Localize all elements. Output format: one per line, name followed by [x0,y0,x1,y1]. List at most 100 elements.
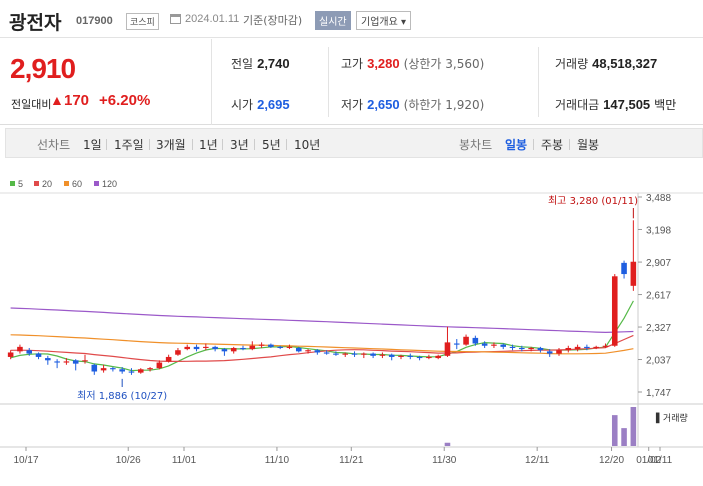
period-3y[interactable]: 3년 [230,138,249,152]
candle-monthly[interactable]: 월봉 [577,138,600,152]
legend-swatch-20 [34,181,39,186]
y-tick-label: 2,327 [646,323,671,334]
candle-body [481,343,488,346]
period-1d[interactable]: 1일 [83,138,102,152]
x-tick-label: 10/26 [116,455,141,466]
candles [7,220,637,375]
candle-body [584,346,590,348]
period-1w[interactable]: 1주일 [114,138,144,152]
candle-body [128,371,135,373]
candle-daily[interactable]: 일봉 [505,138,528,152]
x-tick-label: 11/01 [172,455,197,466]
period-5y[interactable]: 5년 [262,138,281,152]
current-price-panel: 2,910 전일대비 ▲ 170 +6.20% [0,39,212,125]
candle-body [147,368,153,370]
candle-body [546,351,553,354]
legend-label-20: 20 [42,179,52,189]
volume-bar [621,428,627,446]
candle-body [156,362,163,369]
chart-annotations: 최고 3,280 (01/11) 최저 1,886 (10/27) [77,195,638,402]
candle-body [509,346,516,348]
divider [538,47,539,117]
candle-body [7,352,14,357]
high-annotation: 최고 3,280 (01/11) [548,195,638,207]
candle-body [556,350,562,354]
prev-close: 전일 2,740 [231,56,290,71]
candle-body [54,361,60,363]
legend-label-120: 120 [102,179,117,189]
diff-label: 전일대비 [11,98,52,111]
candle-body [602,345,609,347]
candle-body [388,354,395,357]
realtime-button[interactable]: 실시간 [315,11,351,30]
volume-bar [444,442,451,446]
candle-weekly[interactable]: 주봉 [541,138,564,152]
trade-amount: 거래대금 147,505 백만 [555,97,677,112]
stock-name: 광전자 [9,12,62,34]
candle-body [230,347,237,352]
chart-toolbar: 선차트 1일 1주일 3개월 1년 3년 5년 10년 봉차트 일봉 주봉 월봉 [5,128,703,158]
x-tick-label: 01/02 [636,455,661,466]
candle-body [45,358,51,361]
x-tick-label: 11/21 [339,455,364,466]
candle-body [519,347,525,350]
legend-label-60: 60 [72,179,82,189]
y-tick-label: 2,037 [646,356,671,367]
x-tick-label: 11/10 [265,455,290,466]
candle-body [286,346,293,348]
candle-body [193,346,200,350]
candle-body [472,337,479,344]
high-price: 고가 3,280 (상한가 3,560) [341,56,485,71]
current-price: 2,910 [10,53,76,84]
candle-body [314,350,321,353]
candlestick-chart[interactable]: 5 20 60 120 3,488 3,198 2,907 2,617 2,327 2,037 1… [0,175,703,486]
y-tick-label: 3,198 [646,225,671,236]
candle-body [119,369,125,372]
ma5-line [10,300,634,372]
candle-body [212,346,218,350]
low-price: 저가 2,650 (하한가 1,920) [341,97,485,112]
calendar-icon [170,14,181,24]
period-10y[interactable]: 10년 [294,138,321,152]
candle-body [268,344,274,347]
candle-body [63,361,70,363]
quote-basis: 기준(장마감) [243,14,303,27]
period-3m[interactable]: 3개월 [156,138,186,152]
candle-body [463,336,469,345]
volume-bars: ▌거래량 [444,407,688,446]
company-info-dropdown[interactable]: 기업개요 ▾ [356,11,411,30]
ma60-line [10,334,634,355]
volume-bar [611,415,618,446]
candle-body [370,353,376,356]
chart-grid [0,192,703,448]
market-badge: 코스피 [126,13,159,30]
candle-body [611,276,618,346]
x-tick-label: 12/20 [599,455,624,466]
stock-code: 017900 [76,15,113,27]
price-diff: 170 [64,92,90,109]
x-tick-label: 12/11 [525,455,550,466]
period-1y[interactable]: 1년 [199,138,218,152]
candle-body [398,355,404,357]
y-axis-ticks: 3,488 3,198 2,907 2,617 2,327 2,037 1,747 [638,193,671,399]
candle-body [35,353,42,357]
candle-body [249,345,256,350]
candle-body [491,344,497,346]
line-chart-label: 선차트 [37,138,71,152]
candle-body [26,350,33,354]
volume-label: ▌거래량 [655,412,688,424]
candle-body [72,360,79,364]
candle-body [444,342,451,356]
candle-body [203,346,209,348]
candle-body [537,347,544,351]
candle-body [435,355,441,359]
price-diff-pct: +6.20% [99,92,151,109]
candle-body [593,346,599,348]
candle-body [323,352,330,354]
candle-body [351,353,358,355]
open-price: 시가 2,695 [231,97,290,112]
candle-body [240,347,246,350]
candle-body [500,344,507,347]
volume-stat: 거래량 48,518,327 [555,56,658,71]
up-arrow-icon: ▲ [50,92,64,108]
